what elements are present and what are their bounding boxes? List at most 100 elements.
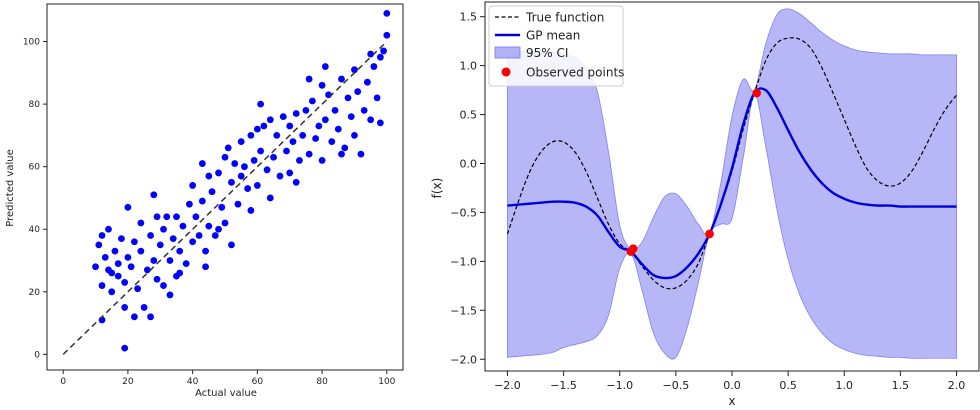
scatter-y-tick-label: 0 (34, 350, 40, 360)
legend-true-function-label: True function (525, 11, 604, 25)
scatter-point (160, 225, 167, 233)
scatter-point (124, 253, 132, 261)
scatter-point (315, 122, 323, 130)
scatter-x-ticks: 0 20 40 60 80 100 (60, 370, 396, 387)
scatter-point (321, 63, 329, 70)
scatter-point (108, 288, 116, 296)
observed-point (628, 244, 638, 253)
legend-observed-swatch (501, 67, 511, 77)
scatter-point (140, 304, 148, 311)
scatter-point (296, 157, 303, 164)
scatter-point (176, 247, 184, 255)
scatter-point (279, 113, 287, 121)
gp-y-tick-label: 0.0 (460, 157, 478, 170)
scatter-point (182, 260, 190, 268)
scatter-point (302, 106, 310, 114)
gp-chart: −2.0 −1.5 −1.0 −0.5 0.0 0.5 1.0 1.5 2.0 −2.0 −1.5… (430, 1, 980, 408)
scatter-point (98, 232, 106, 239)
scatter-point (198, 197, 206, 205)
scatter-x-tick-label: 40 (187, 377, 199, 387)
scatter-point (98, 282, 106, 289)
scatter-point (147, 232, 154, 239)
scatter-point (318, 81, 326, 89)
scatter-point (160, 282, 167, 289)
scatter-point (189, 182, 197, 189)
gp-x-tick-label: 1.5 (892, 379, 910, 392)
scatter-y-tick-label: 80 (29, 100, 41, 110)
legend-ci-swatch (494, 46, 521, 59)
scatter-point (373, 94, 381, 102)
gp-x-tick-label: −0.5 (663, 379, 690, 392)
scatter-point (360, 106, 368, 114)
scatter-point (114, 272, 122, 280)
scatter-point (321, 116, 329, 124)
scatter-point (195, 232, 203, 239)
scatter-point (179, 222, 187, 230)
gp-y-tick-label: −0.5 (450, 206, 477, 219)
scatter-point (241, 163, 248, 171)
scatter-point (234, 200, 242, 208)
scatter-point (215, 225, 222, 233)
scatter-point (376, 53, 384, 61)
scatter-point (237, 172, 245, 180)
scatter-point (221, 219, 229, 227)
scatter-y-tick-label: 40 (29, 225, 41, 235)
gp-y-tick-label: 1.5 (460, 11, 478, 24)
scatter-point (101, 253, 109, 261)
scatter-marks (62, 9, 391, 355)
scatter-point (253, 125, 261, 133)
scatter-point (347, 113, 355, 121)
scatter-point (283, 147, 290, 155)
scatter-point (147, 313, 154, 321)
scatter-point (292, 178, 300, 186)
scatter-point (108, 269, 116, 277)
scatter-point (137, 219, 145, 227)
scatter-point (364, 78, 371, 86)
scatter-y-tick-label: 20 (29, 288, 41, 298)
scatter-point (189, 238, 197, 246)
scatter-y-tick-label: 100 (23, 38, 40, 48)
scatter-point (134, 285, 142, 293)
scatter-point (166, 291, 174, 299)
scatter-point (263, 166, 271, 174)
scatter-x-tick-label: 20 (122, 377, 134, 387)
scatter-point (228, 178, 235, 186)
scatter-point (308, 97, 316, 105)
scatter-point (273, 131, 281, 139)
scatter-point (318, 157, 326, 164)
scatter-point (344, 94, 352, 102)
scatter-plot-frame (46, 3, 404, 371)
scatter-point (166, 257, 174, 264)
scatter-point (92, 263, 99, 271)
scatter-point (237, 138, 245, 146)
legend-gp-mean-label: GP mean (526, 29, 580, 43)
gp-x-tick-label: −2.0 (494, 379, 521, 392)
scatter-point (266, 194, 274, 202)
scatter-point (367, 50, 375, 58)
scatter-point (334, 125, 342, 133)
scatter-point (250, 157, 258, 164)
scatter-point (215, 169, 222, 177)
scatter-point (299, 131, 307, 139)
scatter-point (286, 169, 294, 177)
scatter-point (351, 131, 358, 139)
legend-box (488, 5, 624, 87)
scatter-point (186, 200, 193, 208)
scatter-point (202, 247, 209, 255)
scatter-point (208, 188, 216, 196)
scatter-point (292, 110, 300, 117)
scatter-point (338, 75, 345, 83)
scatter-point (305, 75, 313, 83)
scatter-point (95, 241, 103, 249)
gp-y-tick-label: 1.0 (460, 60, 478, 73)
scatter-point (114, 260, 122, 268)
scatter-point (118, 235, 125, 243)
scatter-point (198, 160, 206, 167)
gp-x-ticks: −2.0 −1.5 −1.0 −0.5 0.0 0.5 1.0 1.5 2.0 (494, 371, 965, 392)
scatter-point (357, 150, 365, 158)
scatter-point (289, 138, 297, 146)
gp-y-ticks: −2.0 −1.5 −1.0 −0.5 0.0 0.5 1.0 1.5 (450, 11, 485, 366)
scatter-y-axis-title: Predicted value (5, 149, 16, 226)
scatter-point (218, 203, 226, 211)
